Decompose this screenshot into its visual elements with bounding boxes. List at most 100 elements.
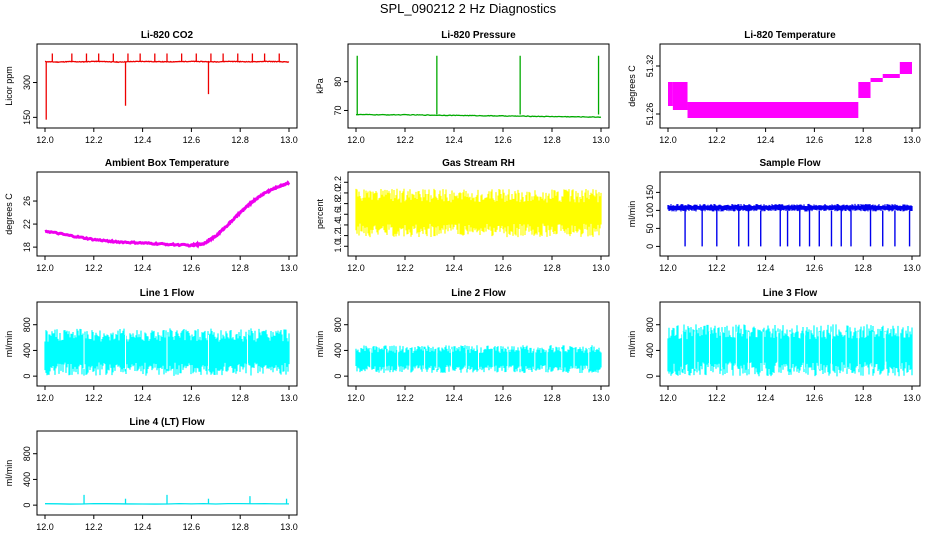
y-tick-label-4-4: 1.8 [333, 197, 343, 210]
temp-band-1 [672, 82, 688, 110]
y-tick-label-7-0: 0 [333, 374, 343, 379]
x-tick-label-1-5: 13.0 [592, 135, 610, 145]
x-tick-label-9-3: 12.6 [183, 522, 201, 532]
x-tick-label-1-3: 12.6 [494, 135, 512, 145]
x-tick-label-4-2: 12.4 [445, 263, 463, 273]
plot-frame-1 [347, 43, 610, 129]
y-tick-label-2-1: 51.32 [645, 55, 655, 78]
temp-band-5 [882, 74, 900, 78]
plot-title-7: Line 2 Flow [451, 288, 506, 299]
y-tick-label-9-2: 800 [22, 446, 32, 461]
y-tick-label-8-0: 0 [645, 374, 655, 379]
x-tick-label-8-3: 12.6 [806, 393, 824, 403]
y-tick-label-9-0: 0 [22, 503, 32, 508]
x-tick-label-6-4: 12.8 [231, 393, 249, 403]
y-tick-label-8-2: 800 [645, 317, 655, 332]
x-tick-label-5-1: 12.2 [708, 263, 726, 273]
y-tick-label-9-1: 400 [22, 472, 32, 487]
x-tick-label-9-4: 12.8 [231, 522, 249, 532]
temp-band-4 [870, 78, 883, 82]
series-band-4 [355, 188, 602, 238]
x-tick-label-4-5: 13.0 [592, 263, 610, 273]
x-tick-label-3-1: 12.2 [85, 263, 103, 273]
y-tick-label-8-1: 400 [645, 343, 655, 358]
x-tick-label-5-0: 12.0 [659, 263, 677, 273]
plot-frame-6 [36, 301, 298, 387]
x-tick-label-4-4: 12.8 [543, 263, 561, 273]
series-line-3 [44, 180, 291, 249]
x-tick-label-2-5: 13.0 [903, 135, 921, 145]
x-tick-label-4-3: 12.6 [494, 263, 512, 273]
y-tick-label-7-2: 800 [333, 317, 343, 332]
y-axis-label-7: ml/min [315, 331, 325, 358]
x-tick-label-3-0: 12.0 [36, 263, 54, 273]
y-tick-label-3-1: 22 [22, 219, 32, 229]
y-axis-label-1: kPa [315, 78, 325, 94]
y-axis-label-8: ml/min [627, 331, 637, 358]
x-tick-label-7-0: 12.0 [347, 393, 365, 403]
temp-band-2 [687, 102, 859, 118]
x-tick-label-6-2: 12.4 [134, 393, 152, 403]
plot-frame-0 [36, 43, 298, 129]
plot-frame-9 [36, 430, 298, 516]
y-axis-label-3: degrees C [4, 193, 14, 235]
plot-title-8: Line 3 Flow [763, 288, 818, 299]
x-tick-label-2-4: 12.8 [854, 135, 872, 145]
y-axis-label-4: percent [315, 198, 325, 229]
x-tick-label-0-3: 12.6 [183, 135, 201, 145]
series-line-0 [44, 60, 290, 64]
x-tick-label-7-1: 12.2 [396, 393, 414, 403]
y-tick-label-6-1: 400 [22, 343, 32, 358]
plot-frame-3 [36, 171, 298, 257]
y-tick-label-2-0: 51.26 [645, 103, 655, 126]
main-title: SPL_090212 2 Hz Diagnostics [379, 1, 557, 16]
x-tick-label-0-5: 13.0 [280, 135, 298, 145]
x-tick-label-8-2: 12.4 [757, 393, 775, 403]
x-tick-label-3-2: 12.4 [134, 263, 152, 273]
y-tick-label-4-2: 1.4 [333, 219, 343, 232]
plot-title-6: Line 1 Flow [140, 288, 195, 299]
x-tick-label-2-3: 12.6 [806, 135, 824, 145]
x-tick-label-5-5: 13.0 [903, 263, 921, 273]
plot-title-4: Gas Stream RH [442, 158, 515, 169]
x-tick-label-0-0: 12.0 [36, 135, 54, 145]
y-tick-label-3-0: 18 [22, 242, 32, 252]
series-line-1 [355, 113, 602, 118]
plot-frame-7 [347, 301, 610, 387]
y-tick-label-1-1: 80 [333, 77, 343, 87]
y-axis-label-5: ml/min [627, 201, 637, 228]
x-tick-label-9-5: 13.0 [280, 522, 298, 532]
y-axis-label-6: ml/min [4, 331, 14, 358]
x-tick-label-2-0: 12.0 [659, 135, 677, 145]
x-tick-label-7-3: 12.6 [494, 393, 512, 403]
y-tick-label-5-0: 0 [645, 244, 655, 249]
x-tick-label-5-4: 12.8 [854, 263, 872, 273]
y-tick-label-4-5: 2.0 [333, 187, 343, 200]
x-tick-label-3-3: 12.6 [183, 263, 201, 273]
y-tick-label-7-1: 400 [333, 343, 343, 358]
x-tick-label-1-1: 12.2 [396, 135, 414, 145]
x-tick-label-7-2: 12.4 [445, 393, 463, 403]
y-tick-label-5-2: 100 [645, 203, 655, 218]
x-tick-label-1-2: 12.4 [445, 135, 463, 145]
x-tick-label-8-0: 12.0 [659, 393, 677, 403]
x-tick-label-6-3: 12.6 [183, 393, 201, 403]
plot-title-2: Li-820 Temperature [744, 30, 836, 41]
x-tick-label-8-5: 13.0 [903, 393, 921, 403]
plot-title-0: Li-820 CO2 [141, 30, 194, 41]
plot-title-9: Line 4 (LT) Flow [129, 417, 205, 428]
x-tick-label-5-2: 12.4 [757, 263, 775, 273]
x-tick-label-2-1: 12.2 [708, 135, 726, 145]
y-axis-label-2: degrees C [627, 65, 637, 107]
x-tick-label-2-2: 12.4 [757, 135, 775, 145]
plot-title-5: Sample Flow [759, 158, 820, 169]
y-axis-label-0: Licor ppm [4, 66, 14, 106]
plot-frame-2 [659, 43, 921, 129]
x-tick-label-4-0: 12.0 [347, 263, 365, 273]
y-tick-label-6-0: 0 [22, 374, 32, 379]
x-tick-label-7-4: 12.8 [543, 393, 561, 403]
x-tick-label-0-2: 12.4 [134, 135, 152, 145]
plot-frame-8 [659, 301, 921, 387]
x-tick-label-1-0: 12.0 [347, 135, 365, 145]
